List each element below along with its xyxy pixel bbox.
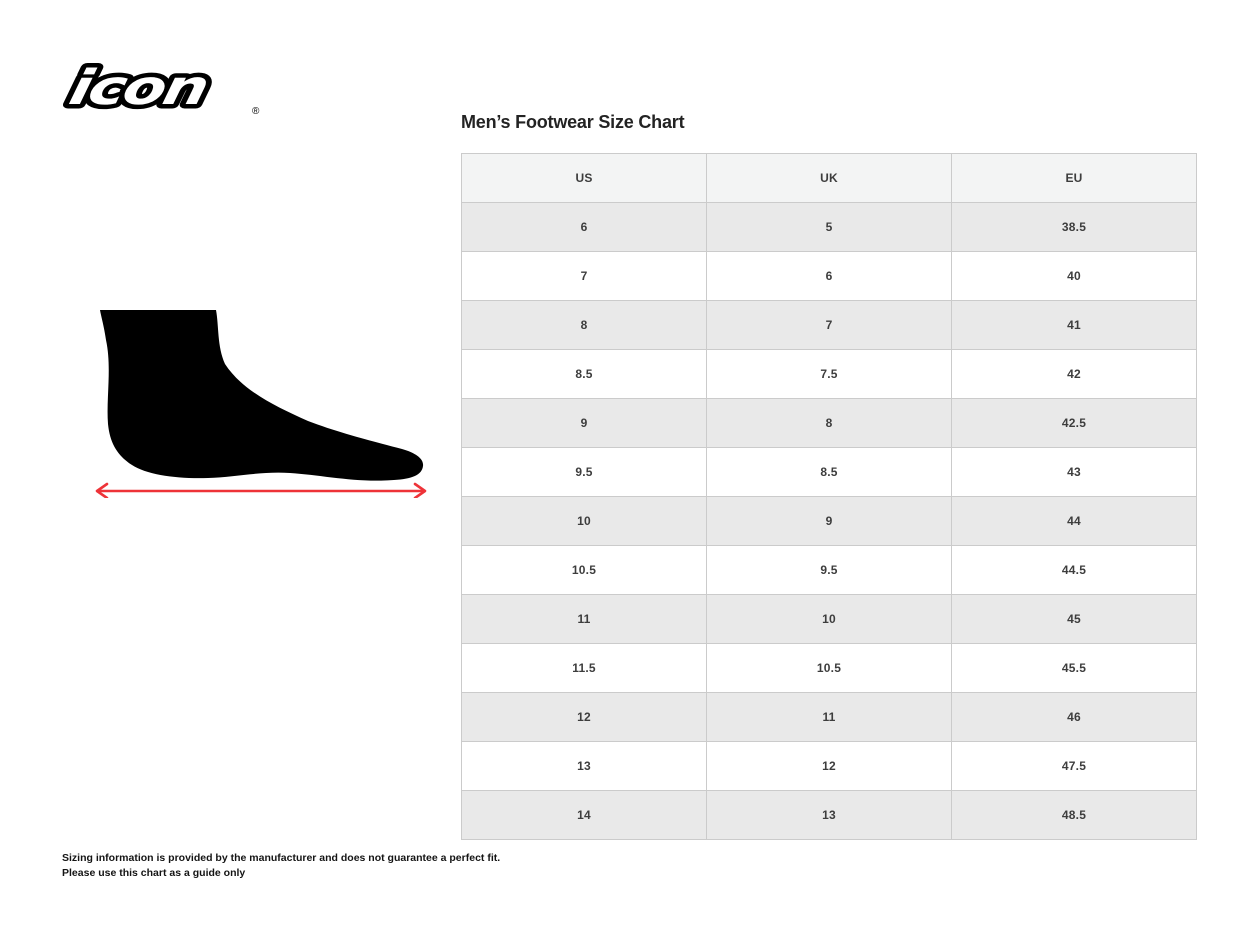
- size-cell: 7: [461, 251, 707, 301]
- size-cell: 41: [951, 300, 1197, 350]
- size-cell: 6: [461, 202, 707, 252]
- size-cell: 7.5: [706, 349, 952, 399]
- size-table-body: 6 5 38.5 7 6 40 8 7 41 8.5 7.5 42 9 8 42.5 9.5 8.5 43 10 9 4…: [461, 202, 1197, 840]
- size-cell: 42: [951, 349, 1197, 399]
- size-cell: 46: [951, 692, 1197, 742]
- size-cell: 11.5: [461, 643, 707, 693]
- size-cell: 8.5: [706, 447, 952, 497]
- size-cell: 44: [951, 496, 1197, 546]
- disclaimer-line-1: Sizing information is provided by the ma…: [62, 852, 501, 864]
- size-table-head: US UK EU: [461, 153, 1197, 203]
- table-row: 9.5 8.5 43: [461, 447, 1197, 497]
- size-cell: 47.5: [951, 741, 1197, 791]
- table-row: 7 6 40: [461, 251, 1197, 301]
- size-cell: 10: [706, 594, 952, 644]
- table-row: 8.5 7.5 42: [461, 349, 1197, 399]
- size-cell: 9: [706, 496, 952, 546]
- size-cell: 48.5: [951, 790, 1197, 840]
- size-cell: 44.5: [951, 545, 1197, 595]
- size-cell: 10: [461, 496, 707, 546]
- size-cell: 45.5: [951, 643, 1197, 693]
- size-cell: 43: [951, 447, 1197, 497]
- table-row: 9 8 42.5: [461, 398, 1197, 448]
- size-cell: 10.5: [461, 545, 707, 595]
- column-header: US: [461, 153, 707, 203]
- size-cell: 5: [706, 202, 952, 252]
- table-row: 11.5 10.5 45.5: [461, 643, 1197, 693]
- size-cell: 12: [461, 692, 707, 742]
- size-cell: 7: [706, 300, 952, 350]
- table-row: 13 12 47.5: [461, 741, 1197, 791]
- foot-silhouette: [100, 310, 424, 481]
- size-table-container: US UK EU 6 5 38.5 7 6 40 8 7 41 8.5 7.5 42 9 8 42.5 9.5 8.…: [461, 153, 1197, 840]
- table-row: 14 13 48.5: [461, 790, 1197, 840]
- column-header: EU: [951, 153, 1197, 203]
- table-row: 11 10 45: [461, 594, 1197, 644]
- sizing-disclaimer: Sizing information is provided by the ma…: [62, 851, 500, 881]
- size-cell: 10.5: [706, 643, 952, 693]
- page-title: Men’s Footwear Size Chart: [461, 112, 685, 132]
- size-cell: 6: [706, 251, 952, 301]
- registered-trademark-symbol: ®: [252, 106, 260, 117]
- table-row: 8 7 41: [461, 300, 1197, 350]
- table-row: 12 11 46: [461, 692, 1197, 742]
- size-cell: 9.5: [461, 447, 707, 497]
- size-cell: 13: [461, 741, 707, 791]
- foot-figure-graphic: [95, 310, 427, 500]
- foot-measurement-figure: [94, 306, 428, 500]
- disclaimer-line-2: Please use this chart as a guide only: [62, 867, 246, 880]
- size-cell: 11: [706, 692, 952, 742]
- size-cell: 38.5: [951, 202, 1197, 252]
- table-row: 6 5 38.5: [461, 202, 1197, 252]
- table-row: 10 9 44: [461, 496, 1197, 546]
- header-row: US UK EU: [461, 153, 1197, 203]
- size-cell: 45: [951, 594, 1197, 644]
- column-header: UK: [706, 153, 952, 203]
- size-cell: 9: [461, 398, 707, 448]
- size-cell: 40: [951, 251, 1197, 301]
- size-cell: 42.5: [951, 398, 1197, 448]
- size-table: US UK EU 6 5 38.5 7 6 40 8 7 41 8.5 7.5 42 9 8 42.5 9.5 8.…: [461, 153, 1197, 840]
- size-cell: 8: [461, 300, 707, 350]
- measure-arrow-icon: [95, 482, 427, 500]
- logo-wordmark: icon: [64, 60, 212, 116]
- size-cell: 12: [706, 741, 952, 791]
- size-cell: 8: [706, 398, 952, 448]
- size-cell: 13: [706, 790, 952, 840]
- size-cell: 14: [461, 790, 707, 840]
- table-row: 10.5 9.5 44.5: [461, 545, 1197, 595]
- size-cell: 11: [461, 594, 707, 644]
- icon-logo-graphic: icon ®: [59, 55, 260, 121]
- size-cell: 9.5: [706, 545, 952, 595]
- size-cell: 8.5: [461, 349, 707, 399]
- icon-brand-logo: icon ®: [56, 54, 266, 121]
